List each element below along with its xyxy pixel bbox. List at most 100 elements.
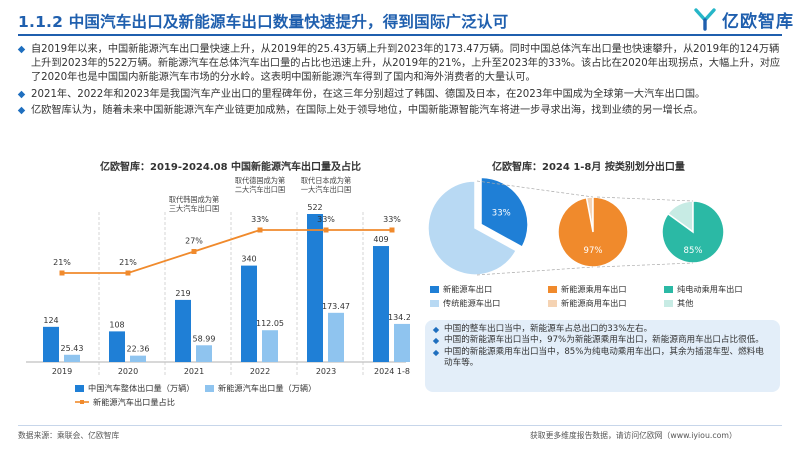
milestone-annotation: 取代德国成为第二大汽车出口国 [235, 176, 285, 194]
logo-text: 亿欧智库 [722, 11, 794, 32]
note-text: 中国的新能源车出口当中，97%为新能源乘用车出口，新能源商用车出口占比很低。 [444, 335, 764, 346]
pie-slice-main [480, 176, 529, 249]
ratio-label: 21% [53, 258, 71, 267]
pie-legend-label: 纯电动乘用车出口 [677, 284, 743, 294]
data-label-nev: 25.43 [61, 344, 84, 353]
data-label-total: 124 [43, 316, 58, 325]
legend-label-nev: 新能源汽车出口量（万辆） [218, 383, 317, 393]
bar-nev [130, 355, 146, 362]
pie-legend-item: 新能源商用车出口 [548, 297, 627, 309]
data-label-total: 108 [109, 320, 124, 329]
bullet-item: 2021年、2022年和2023年是我国汽车产业出口的里程碑年份，在这三年分别超… [17, 88, 788, 102]
bullet-item: 亿欧智库认为，随着未来中国新能源汽车产业链更加成熟，在国际上处于领导地位，中国新… [17, 104, 788, 118]
legend-swatch [548, 299, 557, 307]
pie-slice-main [557, 196, 629, 268]
pie-legend-label: 新能源商用车出口 [561, 298, 627, 308]
legend-swatch [430, 299, 439, 307]
pie-legend-item: 传统能源车出口 [430, 297, 500, 309]
diamond-icon [432, 326, 440, 334]
legend-nev: 新能源汽车出口量（万辆） [205, 382, 316, 394]
pie-slice-main [661, 200, 725, 264]
diamond-icon [17, 90, 26, 98]
bullet-text: 2021年、2022年和2023年是我国汽车产业出口的里程碑年份，在这三年分别超… [31, 88, 706, 100]
pie-legend-label: 传统能源车出口 [443, 298, 501, 308]
export-bar-chart: 124 25.43 2019 108 22.36 2020 219 58.99 2021 340 1… [26, 176, 410, 377]
tick-label: 2022 [250, 367, 270, 376]
pie-legend-item: 新能源车出口 [430, 283, 492, 295]
legend-total: 中国汽车整体出口量（万辆） [75, 382, 194, 394]
title-rule [18, 34, 782, 36]
data-label-total: 409 [373, 235, 388, 244]
bar-nev [328, 312, 344, 362]
summary-note-box: 中国的整车出口当中，新能源车占总出口的33%左右。 中国的新能源车出口当中，97… [425, 320, 780, 392]
ratio-line [62, 229, 392, 274]
bar-total [43, 326, 59, 362]
tick-label: 2024 1-8 [374, 367, 410, 376]
note-text: 中国的新能源乘用车出口当中，85%为纯电动乘用车出口，其余为插混车型、燃料电动车… [444, 346, 764, 369]
bar-total [373, 246, 389, 362]
category-pie-charts: 33% 97% 85% [427, 176, 725, 276]
data-label-nev: 22.36 [127, 345, 150, 354]
pie-connector [596, 262, 694, 268]
pie-legend-label: 其他 [677, 298, 694, 308]
tick-label: 2021 [184, 367, 204, 376]
diamond-icon [17, 106, 26, 115]
legend-swatch [548, 285, 557, 293]
legend-swatch [664, 299, 673, 307]
ratio-marker [125, 270, 131, 276]
data-label-total: 522 [307, 203, 322, 212]
data-label-total: 340 [241, 255, 256, 264]
note-item: 中国的新能源乘用车出口当中，85%为纯电动乘用车出口，其余为插混车型、燃料电动车… [432, 346, 772, 370]
note-item: 中国的新能源车出口当中，97%为新能源乘用车出口，新能源商用车出口占比很低。 [432, 335, 772, 346]
ratio-label: 33% [251, 215, 269, 224]
milestone-annotation: 取代韩国成为第三大汽车出口国 [169, 195, 219, 213]
pie-percent-label: 85% [684, 246, 703, 256]
bullet-text: 自2019年以来，中国新能源汽车出口量快速上升，从2019年的25.43万辆上升… [31, 44, 781, 84]
pie-connector [476, 180, 594, 198]
footer-source: 数据来源：乘联会、亿欧智库 [18, 431, 120, 440]
pie-legend-item: 纯电动乘用车出口 [664, 283, 743, 295]
legend-label-ratio: 新能源汽车出口量占比 [93, 397, 175, 407]
milestone-annotation: 取代日本成为第一大汽车出口国 [301, 176, 351, 194]
diamond-icon [432, 338, 440, 345]
tick-label: 2023 [316, 367, 336, 376]
logo-mark-icon [694, 8, 716, 31]
bar-nev [394, 323, 410, 362]
tick-label: 2020 [118, 367, 138, 376]
data-label-nev: 173.47 [322, 302, 350, 311]
pie-percent-label: 33% [492, 208, 511, 218]
ratio-marker [59, 270, 65, 276]
data-label-nev: 58.99 [193, 334, 216, 343]
ratio-label: 33% [317, 215, 335, 224]
bar-nev [64, 354, 80, 362]
bar-total [175, 299, 191, 362]
logo: 亿欧智库 [692, 6, 794, 32]
note-text: 中国的整车出口当中，新能源车占总出口的33%左右。 [444, 324, 653, 334]
tick-label: 2019 [52, 367, 72, 376]
ratio-label: 21% [119, 258, 137, 267]
bullet-text: 亿欧智库认为，随着未来中国新能源汽车产业链更加成熟，在国际上处于领导地位，中国新… [31, 104, 704, 116]
legend-swatch [664, 285, 673, 293]
data-label-nev: 134.29 [388, 313, 410, 322]
ratio-marker [257, 227, 263, 233]
legend-label-total: 中国汽车整体出口量（万辆） [88, 383, 195, 393]
pie-legend-item: 新能源乘用车出口 [548, 283, 627, 295]
bar-nev [262, 330, 278, 362]
pie-connector [476, 266, 594, 276]
pie-legend-label: 新能源车出口 [443, 284, 493, 294]
bar-nev [196, 345, 212, 362]
bullet-item: 自2019年以来，中国新能源汽车出口量快速上升，从2019年的25.43万辆上升… [17, 43, 788, 86]
note-item: 中国的整车出口当中，新能源车占总出口的33%左右。 [432, 324, 772, 335]
diamond-icon [17, 45, 26, 54]
footer-rule [18, 425, 782, 426]
legend-swatch-nev [205, 384, 214, 392]
legend-swatch-total [75, 384, 84, 392]
footer-more-link[interactable]: 获取更多维度报告数据，请访问亿欧网（www.iyiou.com） [530, 431, 737, 440]
right-chart-title: 亿欧智库：2024 1-8月 按类别划分出口量 [492, 162, 685, 173]
page-title: 1.1.2 中国汽车出口及新能源车出口数量快速提升，得到国际广泛认可 [18, 13, 509, 31]
pie-connector [596, 196, 694, 202]
legend-line-icon [75, 400, 89, 404]
pie-legend-label: 新能源乘用车出口 [561, 284, 627, 294]
ratio-label: 27% [185, 237, 203, 246]
ratio-marker [389, 227, 395, 233]
